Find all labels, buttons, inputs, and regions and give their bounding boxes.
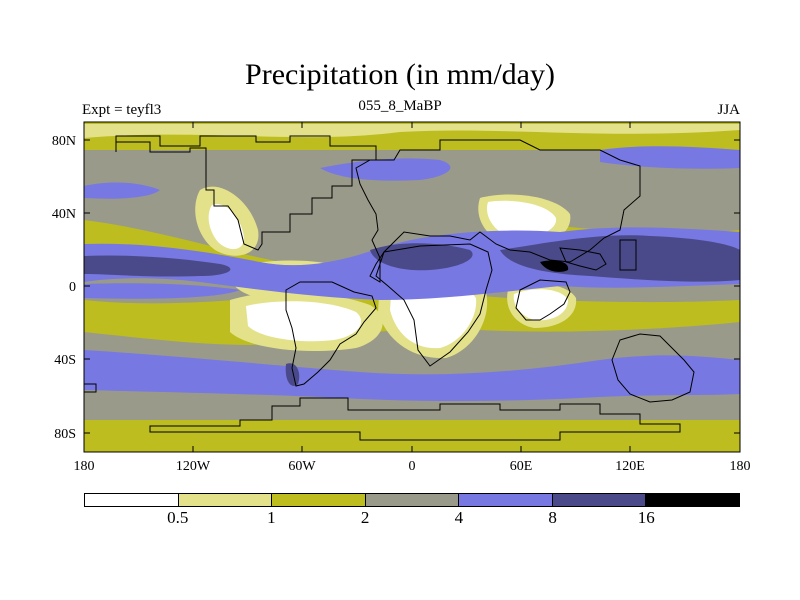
y-tick-label: 0 bbox=[69, 280, 76, 295]
coast-india bbox=[515, 279, 571, 321]
field-band-arctic-light bbox=[84, 124, 740, 138]
coast-south-america bbox=[285, 281, 377, 387]
coastlines bbox=[83, 135, 695, 441]
legend-swatch bbox=[365, 494, 460, 506]
legend-swatch bbox=[272, 494, 366, 506]
x-tick-label: 60E bbox=[510, 459, 533, 474]
tick-marks bbox=[83, 122, 741, 452]
legend-label: 4 bbox=[454, 508, 464, 527]
field-storm-track-pacific bbox=[84, 182, 160, 199]
legend-label: 16 bbox=[637, 508, 655, 527]
field-itcz-core-pacific bbox=[84, 255, 231, 277]
color-legend bbox=[84, 493, 740, 507]
coast-japan bbox=[619, 239, 637, 271]
field-dry-samerica-core bbox=[246, 301, 362, 342]
x-tick-label: 180 bbox=[730, 459, 751, 474]
coast-australia bbox=[611, 333, 695, 403]
coast-africa bbox=[375, 243, 493, 367]
field-equatorial-pacific bbox=[84, 283, 240, 299]
x-tick-label: 120W bbox=[176, 459, 211, 474]
y-tick-label: 40S bbox=[54, 353, 76, 368]
x-tick-label: 60W bbox=[288, 459, 316, 474]
coast-antarctica bbox=[149, 397, 681, 441]
coast-north-america bbox=[115, 135, 377, 251]
legend-label: 1 bbox=[267, 508, 276, 527]
y-tick-label: 80N bbox=[52, 134, 76, 149]
experiment-label: Expt = teyfl3 bbox=[82, 102, 162, 118]
field-storm-track-atlantic bbox=[320, 158, 451, 181]
x-tick-label: 0 bbox=[409, 459, 416, 474]
legend-swatch bbox=[178, 494, 273, 506]
field-storm-track-arctic bbox=[600, 146, 740, 169]
y-tick-label: 40N bbox=[52, 207, 76, 222]
legend-label: 8 bbox=[548, 508, 557, 527]
field-itcz-max bbox=[540, 260, 569, 272]
field-dry-asia-core bbox=[486, 200, 557, 238]
legend-swatch bbox=[552, 494, 647, 506]
field-dry-australia-core bbox=[513, 289, 568, 321]
map-title: Precipitation (in mm/day) bbox=[245, 58, 555, 91]
field-storm-track-south bbox=[84, 350, 740, 401]
y-tick-label: 80S bbox=[54, 427, 76, 442]
map-fill bbox=[84, 122, 740, 452]
time-label: 055_8_MaBP bbox=[358, 98, 442, 114]
field-patagonia-wet bbox=[285, 363, 300, 386]
season-label: JJA bbox=[717, 102, 740, 118]
legend-swatch bbox=[85, 494, 179, 506]
legend-label: 0.5 bbox=[167, 508, 189, 527]
legend-swatch bbox=[646, 494, 740, 506]
coast-asia-islands bbox=[559, 247, 607, 271]
x-tick-label: 120E bbox=[615, 459, 645, 474]
legend-swatch bbox=[459, 494, 553, 506]
coast-eurasia bbox=[355, 139, 641, 283]
legend-label: 2 bbox=[360, 508, 370, 527]
x-tick-label: 180 bbox=[74, 459, 95, 474]
